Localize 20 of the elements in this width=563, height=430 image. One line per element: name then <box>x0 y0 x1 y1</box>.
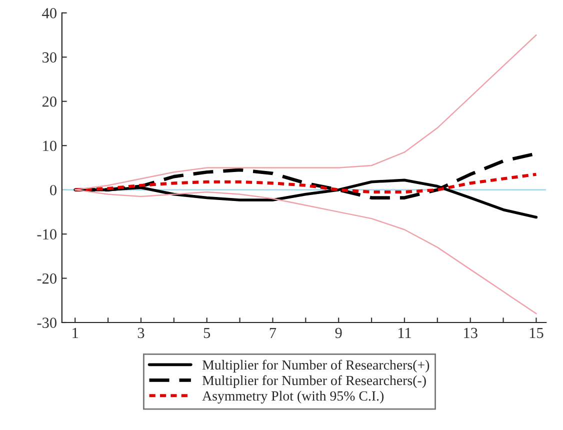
y-tick-label: 0 <box>50 184 56 196</box>
x-tick-label: 5 <box>204 328 210 338</box>
x-tick-label: 9 <box>335 328 342 338</box>
y-tick-label: 20 <box>42 96 56 107</box>
x-tick-label: 15 <box>530 328 544 338</box>
x-tick-label: 13 <box>464 328 478 338</box>
x-tick-label: 1 <box>72 328 78 338</box>
y-tick-label: -20 <box>37 273 56 284</box>
x-tick-label: 11 <box>398 328 411 338</box>
x-tick-label: 7 <box>270 328 276 338</box>
y-tick-label: 10 <box>43 140 56 152</box>
legend-label: Asymmetry Plot (with 95% C.I.) <box>202 390 384 404</box>
line-series <box>74 172 538 194</box>
y-tick-label: 30 <box>42 52 56 63</box>
y-tick-label: 40 <box>42 8 56 18</box>
legend-label: Multiplier for Number of Researchers(+) <box>202 360 430 373</box>
x-tick-label: 3 <box>138 328 144 338</box>
y-tick-label: -10 <box>37 229 56 240</box>
y-tick-label: -30 <box>37 318 56 328</box>
legend-label: Multiplier for Number of Researchers(-) <box>202 375 426 388</box>
